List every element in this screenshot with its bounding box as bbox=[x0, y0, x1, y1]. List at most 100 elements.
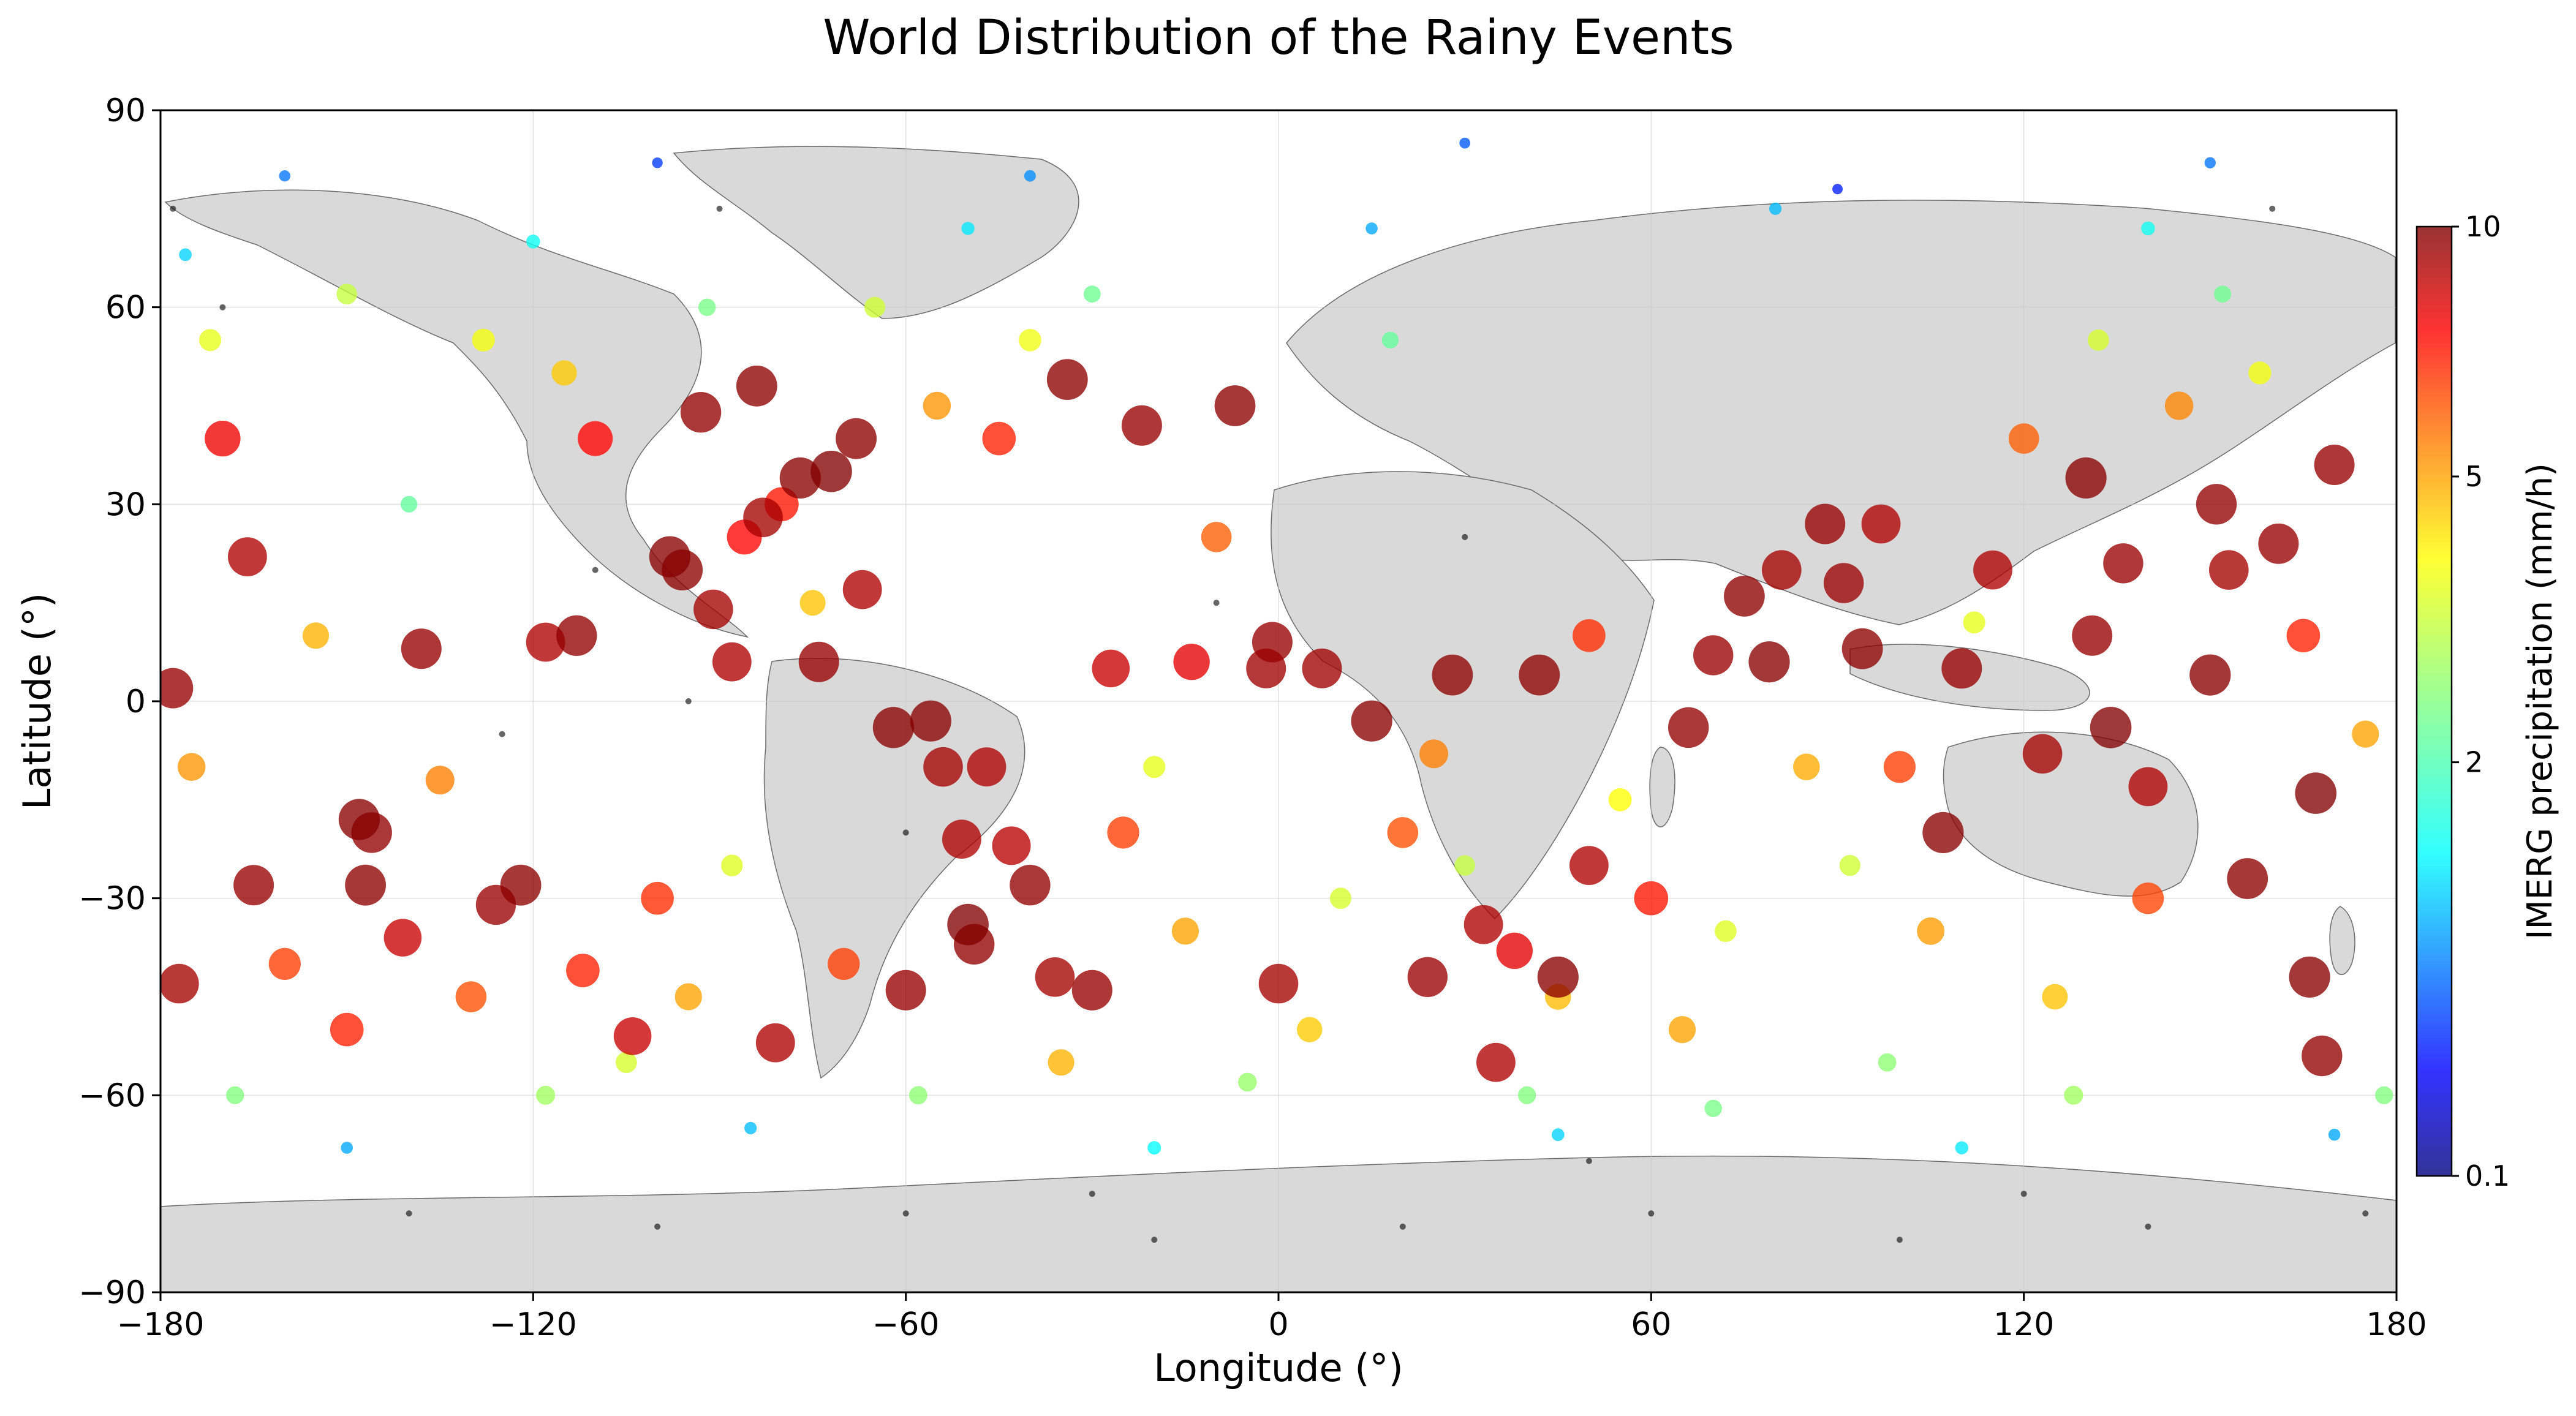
rainy-event-point bbox=[1121, 405, 1162, 446]
rainy-event-point bbox=[1238, 1072, 1257, 1092]
rainy-event-point bbox=[1407, 957, 1448, 998]
x-axis: −180 −120 −60 0 60 120 180 bbox=[117, 1292, 2427, 1343]
rainy-event-point bbox=[233, 865, 274, 906]
rainy-event-point bbox=[2064, 1085, 2083, 1105]
rainy-event-point bbox=[1024, 170, 1036, 182]
colorbar-gradient bbox=[2417, 227, 2452, 1176]
rainy-event-point bbox=[1518, 1086, 1536, 1104]
non-rainy-point bbox=[499, 731, 505, 737]
rainy-event-point bbox=[1878, 1053, 1897, 1072]
rainy-event-point bbox=[641, 881, 674, 915]
rainy-event-point bbox=[1861, 504, 1901, 544]
rainy-event-point bbox=[2132, 882, 2164, 914]
rainy-event-point bbox=[872, 707, 914, 748]
rainy-event-point bbox=[2072, 615, 2113, 656]
rainy-event-point bbox=[721, 854, 743, 876]
rainy-event-point bbox=[228, 537, 267, 576]
rainy-event-point bbox=[1419, 739, 1448, 769]
rainy-event-point bbox=[755, 1023, 795, 1063]
rainy-event-point bbox=[2328, 1128, 2341, 1141]
rainy-event-point bbox=[226, 1086, 244, 1104]
rainy-event-point bbox=[1454, 855, 1475, 876]
non-rainy-point bbox=[1648, 1210, 1655, 1217]
rainy-event-point bbox=[842, 570, 882, 609]
non-rainy-point bbox=[902, 1210, 909, 1217]
rainy-event-point bbox=[336, 284, 357, 305]
rainy-event-point bbox=[551, 360, 577, 386]
rainy-event-point bbox=[556, 615, 597, 656]
rainy-event-point bbox=[1035, 957, 1075, 997]
rainy-event-point bbox=[1071, 970, 1112, 1011]
rainy-event-point bbox=[205, 420, 241, 457]
rainy-event-point bbox=[779, 457, 821, 499]
rainy-event-point bbox=[967, 747, 1007, 787]
y-tick-label: 30 bbox=[105, 486, 146, 523]
rainy-event-point bbox=[810, 450, 852, 492]
rainy-event-point bbox=[744, 1121, 757, 1134]
non-rainy-point bbox=[2362, 1210, 2369, 1217]
rainy-event-point bbox=[268, 947, 301, 980]
rainy-event-point bbox=[652, 157, 663, 168]
rainy-event-point bbox=[1537, 956, 1579, 998]
colorbar-label: IMERG precipitation (mm/h) bbox=[2520, 463, 2560, 940]
land-africa bbox=[1271, 471, 1655, 920]
rainy-event-point bbox=[341, 1142, 353, 1154]
rainy-event-point bbox=[1573, 619, 1606, 652]
rainy-event-point bbox=[2227, 858, 2268, 899]
rainy-event-point bbox=[1748, 641, 1790, 683]
rainy-event-point bbox=[693, 589, 733, 630]
rainy-event-point bbox=[2128, 767, 2168, 807]
rainy-event-point bbox=[2209, 550, 2249, 590]
rainy-event-point bbox=[1143, 756, 1166, 778]
rainy-event-point bbox=[1171, 917, 1199, 945]
rainy-event-point bbox=[345, 864, 386, 906]
land-greenland bbox=[673, 146, 1079, 319]
rainy-event-point bbox=[2008, 423, 2039, 454]
rainy-event-point bbox=[401, 495, 418, 513]
rainy-event-point bbox=[1608, 788, 1632, 812]
rainy-event-point bbox=[1147, 1141, 1161, 1155]
rainy-event-point bbox=[2289, 956, 2330, 998]
rainy-event-point bbox=[2286, 619, 2321, 653]
non-rainy-point bbox=[685, 698, 692, 704]
rainy-event-point bbox=[864, 296, 886, 318]
rainy-event-point bbox=[1010, 865, 1051, 906]
non-rainy-point bbox=[406, 1210, 412, 1217]
rainy-event-point bbox=[1917, 917, 1945, 945]
rainy-event-point bbox=[1704, 1099, 1722, 1118]
rainy-event-point bbox=[1046, 359, 1088, 400]
non-rainy-point bbox=[170, 205, 176, 212]
colorbar-tick-label: 5 bbox=[2465, 460, 2483, 493]
rainy-event-point bbox=[161, 963, 199, 1004]
rainy-event-point bbox=[2042, 984, 2068, 1010]
rainy-event-point bbox=[982, 421, 1016, 456]
rainy-event-point bbox=[2189, 654, 2231, 696]
non-rainy-point bbox=[219, 304, 226, 311]
rainy-event-point bbox=[961, 222, 975, 235]
y-tick-label: 60 bbox=[105, 290, 146, 326]
rainy-event-point bbox=[1107, 816, 1139, 849]
rainy-event-point bbox=[1551, 1128, 1565, 1142]
rainy-event-point bbox=[1476, 1042, 1516, 1082]
y-tick-label: 0 bbox=[126, 684, 146, 720]
rainy-event-point bbox=[2248, 361, 2272, 385]
rainy-event-point bbox=[2065, 457, 2107, 499]
rainy-event-point bbox=[2103, 543, 2144, 584]
rainy-event-point bbox=[1330, 887, 1351, 909]
rainy-event-point bbox=[2141, 221, 2155, 236]
rainy-event-point bbox=[2375, 1086, 2393, 1104]
plot-area bbox=[159, 109, 2398, 1294]
rainy-event-point bbox=[566, 954, 600, 987]
non-rainy-point bbox=[1462, 533, 1468, 540]
rainy-event-point bbox=[798, 641, 839, 682]
rainy-event-point bbox=[1387, 817, 1419, 848]
rainy-event-point bbox=[942, 819, 981, 859]
rainy-event-point bbox=[1883, 751, 1916, 783]
rainy-event-point bbox=[1724, 576, 1765, 617]
rainy-event-point bbox=[1092, 649, 1130, 688]
rainy-event-point bbox=[2204, 157, 2216, 168]
rainy-event-point bbox=[1762, 550, 1802, 590]
rainy-event-point bbox=[616, 1052, 637, 1074]
rainy-event-point bbox=[1769, 202, 1782, 215]
